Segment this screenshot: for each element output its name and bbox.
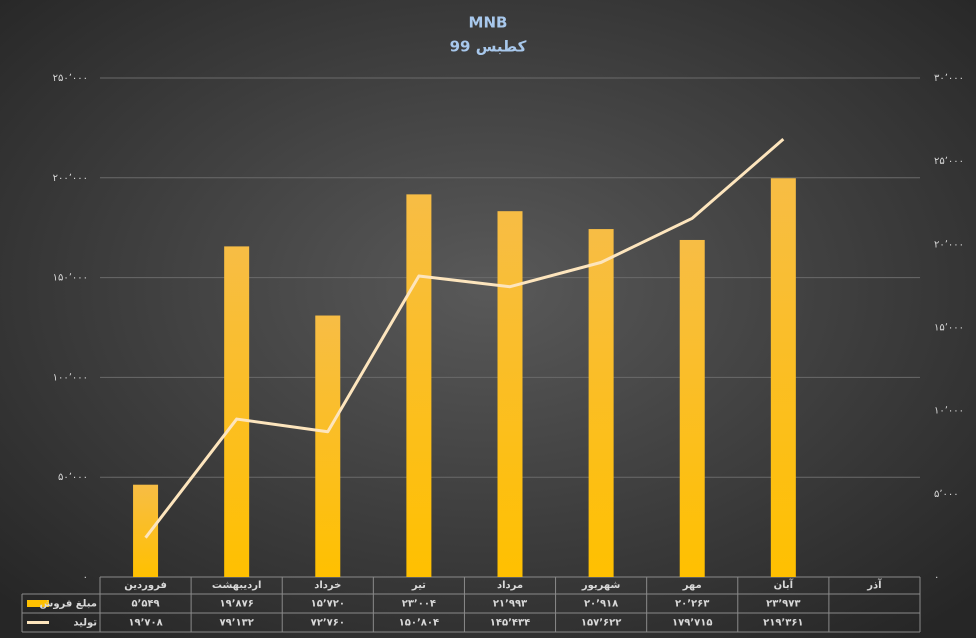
- x-tick-label: مرداد: [497, 580, 523, 591]
- line: [144, 138, 785, 539]
- x-tick-label: خرداد: [314, 580, 341, 591]
- table-value: ۱۹٬۷۰۸: [128, 618, 162, 629]
- bar: [406, 194, 432, 577]
- y-tick-label: ۲۵۰٬۰۰۰: [53, 73, 88, 84]
- y-tick-label: ۰: [83, 572, 88, 583]
- table-value: ۲۱٬۹۹۳: [493, 599, 527, 610]
- chart-subtitle: کطبس 99: [450, 38, 527, 56]
- table-value: ۱۹٬۸۷۶: [220, 599, 254, 610]
- bar: [133, 484, 159, 577]
- table-value: ۷۹٬۱۳۲: [220, 618, 254, 629]
- table-value: ۱۵۷٬۶۲۲: [581, 618, 621, 629]
- chart-title: MNB: [469, 14, 508, 32]
- x-tick-label: تیر: [411, 580, 426, 591]
- legend-label: تولید: [73, 618, 97, 629]
- y2-tick-label: ۰: [934, 572, 939, 583]
- y2-tick-label: ۲۰٬۰۰۰: [934, 239, 964, 250]
- table-value: ۵٬۵۴۹: [131, 599, 159, 610]
- x-tick-label: شهریور: [581, 580, 621, 591]
- x-tick-label: آبان: [774, 578, 794, 591]
- table-value: ۱۵٬۷۲۰: [311, 599, 345, 610]
- table-value: ۷۲٬۷۶۰: [311, 618, 345, 629]
- table-value: ۲۰٬۹۱۸: [584, 599, 618, 610]
- table-value: ۱۷۹٬۷۱۵: [672, 618, 712, 629]
- y2-tick-label: ۱۵٬۰۰۰: [934, 323, 964, 334]
- table-value: ۲۳٬۹۷۳: [766, 599, 800, 610]
- table-value: ۲۱۹٬۳۶۱: [763, 618, 803, 629]
- bar: [315, 315, 341, 577]
- bar: [679, 239, 705, 577]
- table-value: ۲۳٬۰۰۴: [402, 599, 436, 610]
- bar: [770, 178, 796, 578]
- y2-tick-label: ۵٬۰۰۰: [934, 489, 959, 500]
- bar: [497, 211, 523, 577]
- legend-key: [27, 600, 49, 607]
- bar: [588, 229, 614, 577]
- y-tick-label: ۲۰۰٬۰۰۰: [53, 173, 88, 184]
- y2-tick-label: ۳۰٬۰۰۰: [934, 73, 964, 84]
- table-value: ۱۴۵٬۴۳۴: [490, 618, 530, 629]
- legend-label: مبلغ فروش: [40, 599, 97, 610]
- y-tick-label: ۱۰۰٬۰۰۰: [53, 372, 88, 383]
- y2-tick-label: ۱۰٬۰۰۰: [934, 406, 964, 417]
- x-tick-label: مهر: [682, 580, 702, 591]
- table-value: ۲۰٬۲۶۳: [675, 599, 709, 610]
- table-value: ۱۵۰٬۸۰۴: [399, 618, 439, 629]
- x-tick-label: آذر: [866, 578, 882, 591]
- bar: [224, 246, 250, 577]
- x-tick-label: فروردین: [124, 580, 167, 591]
- y2-tick-label: ۲۵٬۰۰۰: [934, 156, 964, 167]
- y-tick-label: ۵۰٬۰۰۰: [58, 472, 88, 483]
- y-tick-label: ۱۵۰٬۰۰۰: [53, 273, 88, 284]
- x-tick-label: اردیبهشت: [212, 580, 262, 591]
